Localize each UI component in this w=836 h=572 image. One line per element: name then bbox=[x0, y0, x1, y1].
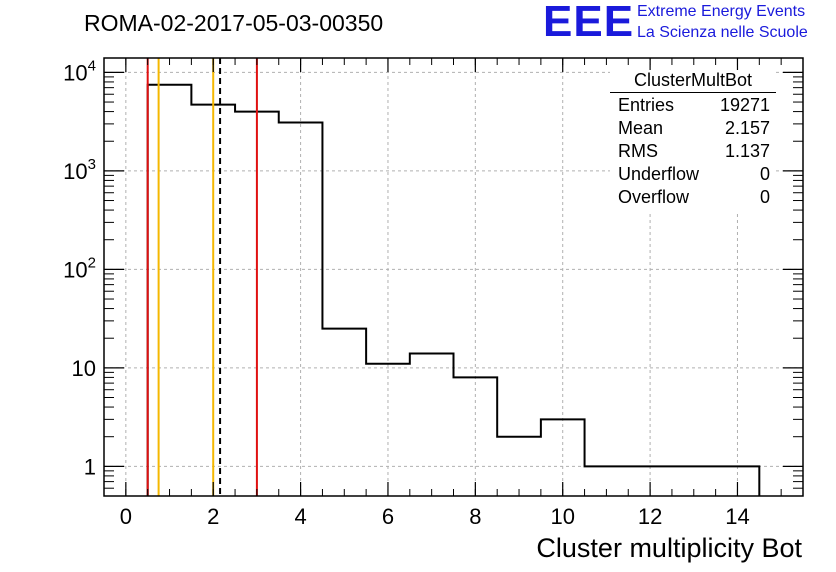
histogram-bin bbox=[279, 122, 323, 496]
stats-label: RMS bbox=[618, 141, 658, 161]
stats-row-overflow: Overflow 0 bbox=[610, 186, 776, 209]
stats-box: ClusterMultBot Entries 19271 Mean 2.157 … bbox=[610, 70, 776, 212]
x-tick-label: 6 bbox=[382, 504, 394, 529]
x-axis-label: Cluster multiplicity Bot bbox=[536, 533, 802, 563]
y-tick-label: 104 bbox=[63, 57, 96, 85]
y-tick-label: 103 bbox=[63, 156, 96, 184]
x-tick-label: 8 bbox=[469, 504, 481, 529]
logo-tagline-1: Extreme Energy Events bbox=[637, 3, 806, 20]
stats-row-underflow: Underflow 0 bbox=[610, 163, 776, 186]
eee-logo: EEE bbox=[543, 0, 635, 46]
stats-value: 1.137 bbox=[724, 141, 770, 161]
stats-value: 0 bbox=[759, 164, 770, 184]
x-tick-label: 14 bbox=[725, 504, 749, 529]
marker-lines bbox=[146, 58, 258, 496]
stats-label: Overflow bbox=[618, 187, 690, 207]
y-tick-label: 102 bbox=[63, 254, 96, 282]
stats-label: Underflow bbox=[618, 164, 700, 184]
stats-row-rms: RMS 1.137 bbox=[610, 140, 776, 163]
stats-label: Entries bbox=[618, 95, 675, 115]
histogram-bin bbox=[497, 437, 541, 496]
stats-value: 0 bbox=[759, 187, 770, 207]
x-tick-label: 12 bbox=[638, 504, 662, 529]
x-tick-label: 0 bbox=[120, 504, 132, 529]
y-tick-label: 10 bbox=[72, 356, 96, 381]
y-axis-ticks: 1 10 102 103 104 bbox=[63, 57, 803, 497]
x-tick-label: 2 bbox=[207, 504, 219, 529]
stats-row-mean: Mean 2.157 bbox=[610, 117, 776, 140]
stats-label: Mean bbox=[618, 118, 664, 138]
histogram-bin bbox=[366, 364, 410, 496]
histogram-bin bbox=[454, 377, 498, 496]
histogram-bin bbox=[148, 85, 192, 496]
stats-row-entries: Entries 19271 bbox=[610, 94, 776, 117]
x-tick-label: 10 bbox=[550, 504, 574, 529]
logo-tagline-2: La Scienza nelle Scuole bbox=[637, 24, 808, 41]
histogram-bin bbox=[322, 329, 366, 496]
stats-title: ClusterMultBot bbox=[610, 70, 776, 93]
histogram-outline bbox=[146, 83, 761, 496]
y-tick-label: 1 bbox=[84, 454, 96, 479]
histogram-series bbox=[146, 83, 761, 496]
chart-title: ROMA-02-2017-05-03-00350 bbox=[84, 10, 384, 36]
x-axis-ticks: 0 2 4 6 8 10 12 14 bbox=[103, 58, 804, 529]
stats-value: 19271 bbox=[719, 95, 770, 115]
histogram-bin bbox=[410, 353, 454, 496]
x-tick-label: 4 bbox=[294, 504, 306, 529]
stats-value: 2.157 bbox=[724, 118, 770, 138]
